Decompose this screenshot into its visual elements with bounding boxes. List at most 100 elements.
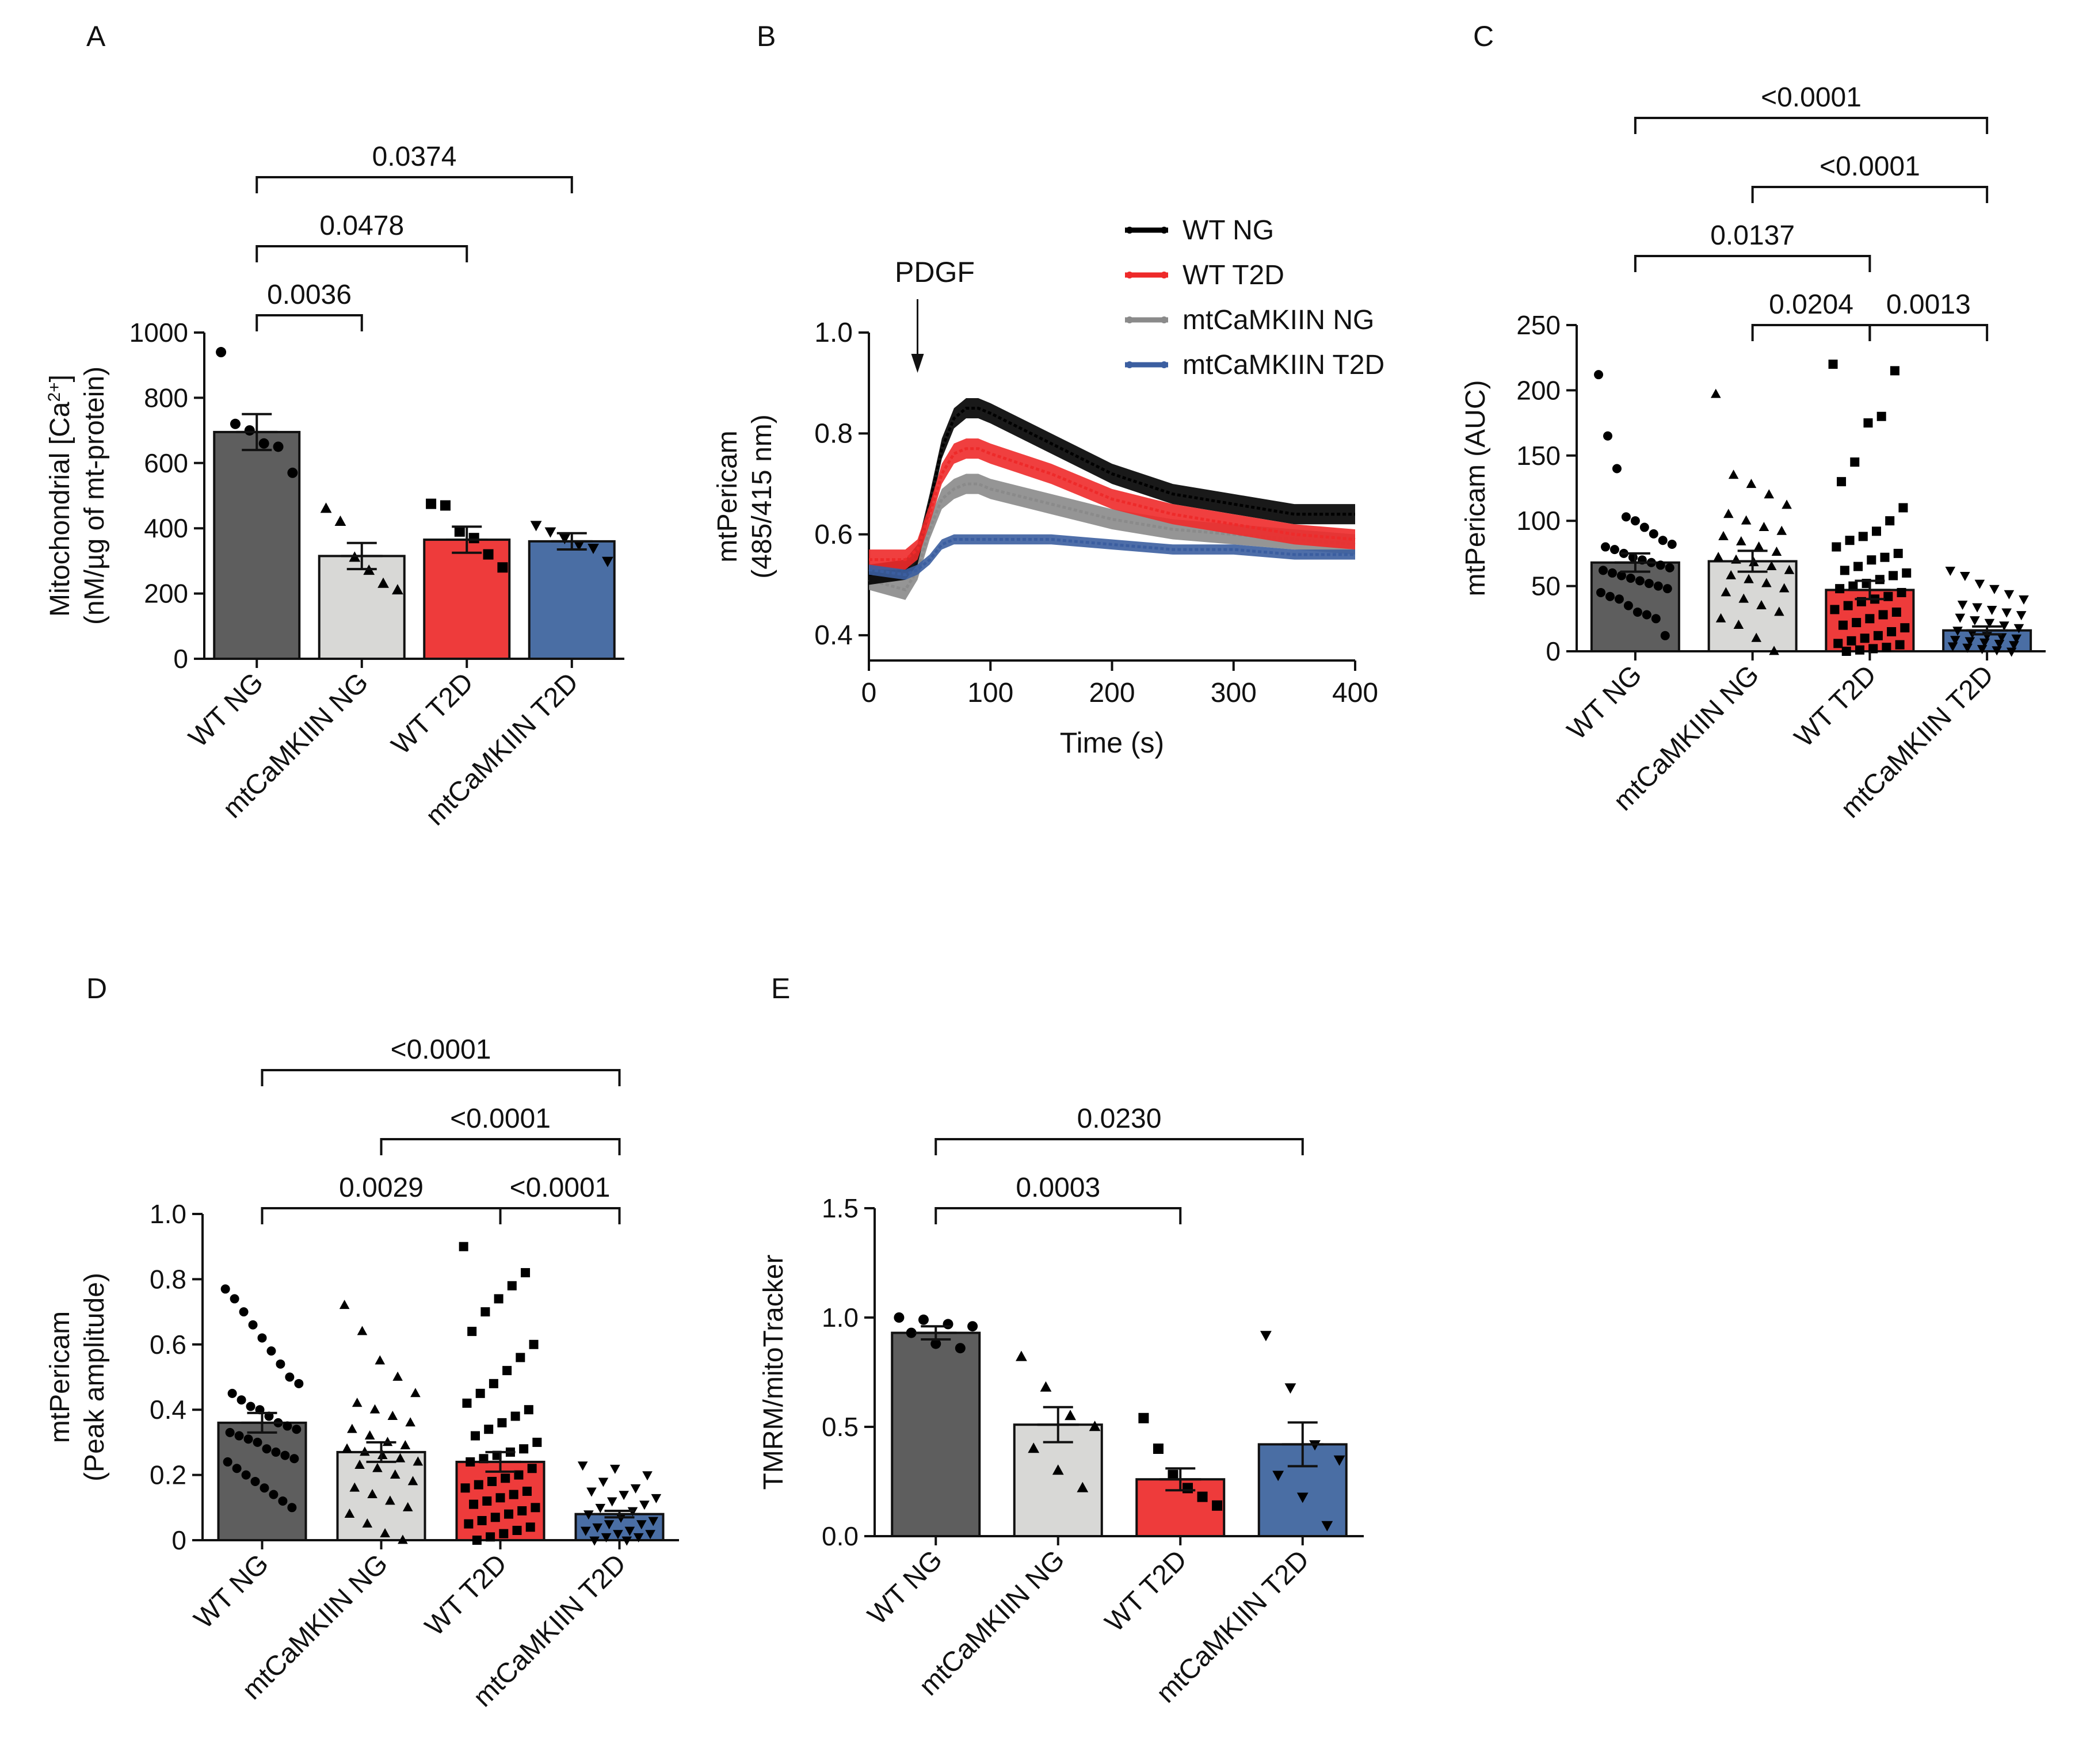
data-point	[651, 1494, 662, 1503]
panel-letter: A	[86, 20, 106, 52]
data-point	[440, 500, 451, 511]
data-point	[1873, 631, 1883, 640]
data-point	[1853, 562, 1863, 571]
data-point	[354, 1459, 365, 1469]
data-point	[598, 1477, 609, 1487]
y-tick-label: 200	[144, 579, 188, 609]
data-point	[472, 1536, 482, 1545]
data-point	[402, 1502, 413, 1511]
data-point	[1847, 636, 1856, 646]
data-point	[604, 1520, 615, 1530]
x-tick-label: WT NG	[862, 1544, 948, 1631]
sem-band-wt-t2d	[869, 438, 1355, 570]
data-point	[1970, 616, 1980, 626]
data-point	[392, 1371, 403, 1381]
data-point	[395, 1453, 406, 1463]
data-point	[494, 1294, 504, 1304]
significance-bracket	[1751, 186, 1989, 203]
bar-wt-ng	[891, 1331, 981, 1538]
data-point	[1830, 605, 1840, 614]
data-point	[1662, 584, 1672, 594]
data-point	[621, 1536, 632, 1546]
data-point	[232, 1464, 242, 1473]
data-point	[487, 1476, 497, 1486]
data-point	[1974, 579, 1985, 589]
data-point	[1878, 610, 1888, 620]
data-point	[1594, 370, 1604, 380]
data-point	[1601, 542, 1611, 552]
data-point	[483, 549, 494, 560]
data-point	[276, 1359, 285, 1369]
data-point	[250, 1476, 260, 1486]
data-point	[610, 1464, 620, 1474]
data-point	[1880, 552, 1890, 562]
p-value-label: 0.0013	[1886, 289, 1971, 320]
p-value-label: 0.0204	[1769, 289, 1853, 320]
data-point	[1607, 568, 1617, 578]
data-point	[531, 1503, 540, 1513]
x-tick-label: WT T2D	[419, 1548, 513, 1642]
data-point	[1779, 583, 1790, 593]
p-value-label: <0.0001	[510, 1173, 611, 1203]
y-tick-label: 400	[144, 513, 188, 543]
p-value-label: <0.0001	[1820, 151, 1920, 182]
p-value-label: 0.0003	[1016, 1173, 1100, 1203]
data-point	[1840, 566, 1849, 575]
panel-letter: D	[86, 972, 107, 1005]
data-point	[497, 562, 508, 573]
data-point	[532, 1437, 542, 1447]
data-point	[490, 1513, 500, 1522]
data-point	[1751, 632, 1762, 642]
data-point	[573, 540, 585, 551]
p-value-label: 0.0478	[319, 211, 404, 241]
data-point	[1644, 579, 1654, 589]
y-tick-label: 150	[1516, 441, 1561, 471]
x-tick-label: 100	[967, 678, 1013, 708]
x-tick-label: WT T2D	[1099, 1544, 1193, 1638]
data-point	[1756, 600, 1767, 610]
data-point	[283, 1421, 292, 1431]
data-point	[239, 1307, 249, 1317]
data-point	[1992, 646, 2002, 656]
significance-bracket	[934, 1138, 1304, 1155]
data-point	[339, 1300, 350, 1309]
data-point	[588, 544, 599, 555]
data-point	[1016, 1350, 1027, 1361]
data-point	[930, 1338, 941, 1349]
data-point	[1653, 581, 1663, 591]
data-point	[499, 1529, 509, 1538]
y-tick-label: 200	[1516, 375, 1561, 405]
data-point	[1867, 555, 1876, 565]
data-point	[1955, 613, 1966, 623]
data-point	[269, 1490, 279, 1499]
data-point	[524, 1405, 533, 1415]
data-point	[347, 1423, 357, 1433]
data-point	[2013, 624, 2024, 633]
data-point	[484, 1425, 494, 1434]
data-point	[648, 1517, 659, 1526]
data-point	[480, 1307, 490, 1317]
data-point	[1197, 1491, 1208, 1502]
series-line-wt-t2d	[869, 447, 1356, 562]
data-point	[1863, 418, 1873, 428]
data-point	[1605, 591, 1615, 601]
data-point	[1746, 479, 1757, 488]
data-point	[1950, 636, 1960, 646]
data-point	[220, 1284, 230, 1294]
data-point	[1065, 1410, 1076, 1421]
p-value-label: <0.0001	[1761, 82, 1862, 113]
data-point	[516, 1353, 525, 1362]
data-point	[1623, 601, 1633, 610]
data-point	[1736, 536, 1746, 545]
data-point	[1871, 526, 1881, 536]
data-point	[1850, 457, 1860, 467]
y-axis-label: mtPericam	[712, 430, 743, 562]
data-point	[559, 534, 571, 545]
data-point	[1895, 640, 1905, 650]
y-tick-label: 0.8	[150, 1264, 186, 1294]
data-point	[1897, 587, 1906, 597]
data-point	[344, 1509, 355, 1518]
y-tick-label: 1.0	[150, 1199, 186, 1229]
panel-d: D 0 0.2 0.4 0.6 0.8 1.0 mtPericam (Peak amplitud…	[45, 972, 679, 1713]
data-point	[2019, 595, 2029, 605]
